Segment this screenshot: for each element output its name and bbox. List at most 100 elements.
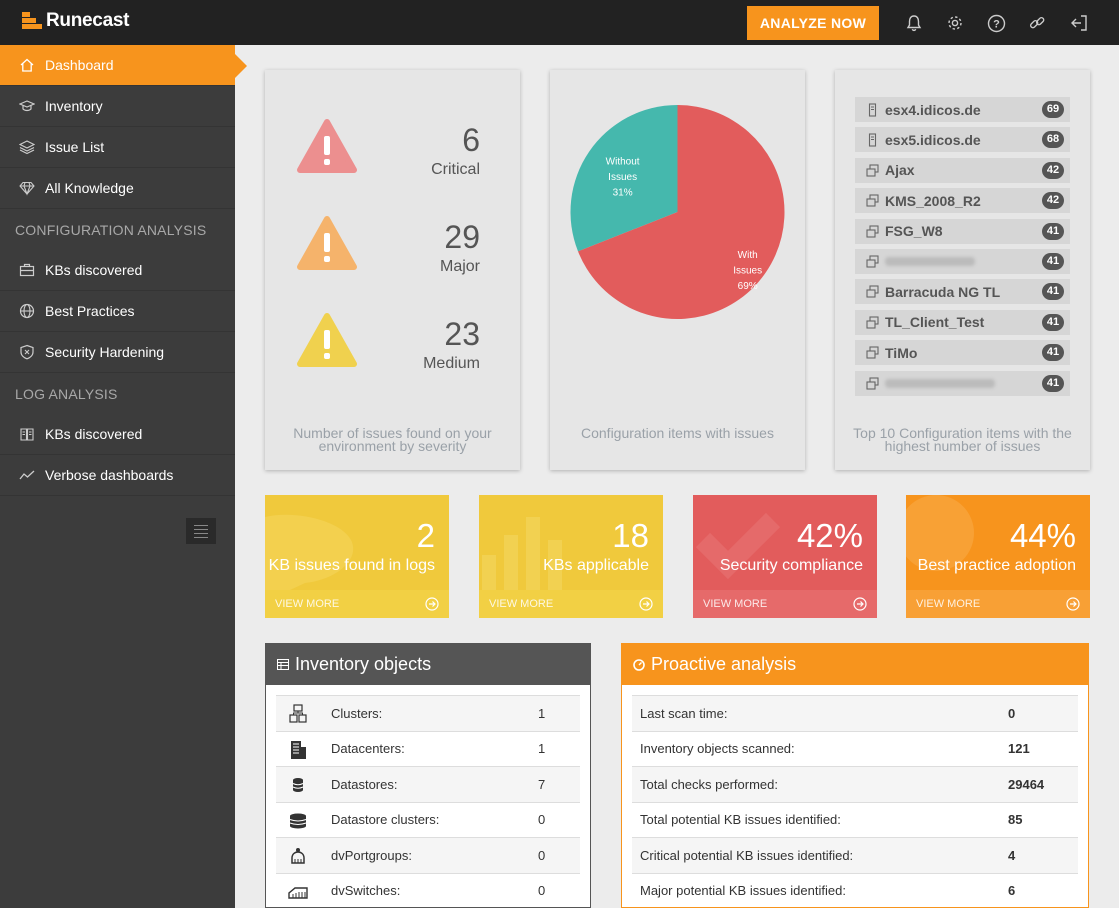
severity-card: 6 Critical 29 Major 23 Medium Number of … xyxy=(265,70,520,470)
sidebar-item-dashboard[interactable]: Dashboard xyxy=(0,45,247,86)
arrow-circle-right-icon xyxy=(639,597,653,611)
line-chart-icon xyxy=(18,466,36,484)
link-icon[interactable] xyxy=(1026,12,1048,34)
proactive-row-value: 0 xyxy=(1008,705,1016,721)
help-icon[interactable]: ? xyxy=(985,12,1007,34)
server-icon xyxy=(865,102,879,117)
top10-item[interactable]: Ajax 42 xyxy=(855,157,1070,183)
inventory-objects-panel: Inventory objects Clusters: 1 Datacenters:… xyxy=(265,643,591,908)
major-severity-row[interactable]: 29 Major xyxy=(265,216,520,289)
shield-icon xyxy=(18,343,36,361)
inventory-row: Clusters: 1 xyxy=(276,695,580,731)
pie-label-without-issues-pct: 31% xyxy=(613,188,633,199)
view-more-link[interactable]: VIEW MORE xyxy=(906,590,1090,618)
database-cluster-icon xyxy=(288,811,308,831)
kbs-applicable-tile[interactable]: 18 KBs applicable VIEW MORE xyxy=(479,495,663,618)
top10-item[interactable]: TiMo 41 xyxy=(855,340,1070,366)
top10-item-name: Ajax xyxy=(885,162,915,179)
top10-item[interactable]: 41 xyxy=(855,370,1070,396)
medium-count: 23 xyxy=(444,316,480,352)
top10-item-count: 42 xyxy=(1042,192,1064,210)
kb-issues-logs-tile[interactable]: 2 KB issues found in logs VIEW MORE xyxy=(265,495,449,618)
inventory-row-value: 0 xyxy=(538,812,546,828)
sidebar-item-label: Dashboard xyxy=(45,57,114,73)
vm-icon xyxy=(865,285,879,299)
top10-item-count: 41 xyxy=(1042,344,1064,362)
critical-severity-row[interactable]: 6 Critical xyxy=(265,119,520,192)
cluster-icon xyxy=(288,704,308,724)
inventory-row-label: Datacenters: xyxy=(331,741,405,757)
critical-count: 6 xyxy=(462,122,480,158)
top10-item[interactable]: 41 xyxy=(855,248,1070,274)
inventory-row-label: Datastores: xyxy=(331,776,398,792)
vm-icon xyxy=(865,315,879,329)
top10-item-count: 69 xyxy=(1042,101,1064,118)
top10-item[interactable]: FSG_W8 41 xyxy=(855,218,1070,244)
top10-item[interactable]: Barracuda NG TL 41 xyxy=(855,279,1070,305)
analyze-now-button[interactable]: ANALYZE NOW xyxy=(747,6,879,40)
logout-icon[interactable] xyxy=(1068,12,1090,34)
view-more-label: VIEW MORE xyxy=(916,598,981,610)
sidebar-item-label: Security Hardening xyxy=(45,344,165,360)
tile-value: 2 xyxy=(416,517,435,554)
gear-icon[interactable] xyxy=(944,12,966,34)
proactive-panel-title: Proactive analysis xyxy=(651,654,797,674)
top10-item-count: 68 xyxy=(1042,131,1064,149)
inventory-table: Clusters: 1 Datacenters: 1 Datastores: 7 Datas… xyxy=(276,695,580,908)
top10-item[interactable]: TL_Client_Test 41 xyxy=(855,309,1070,335)
check-icon xyxy=(695,512,781,580)
top10-item-name xyxy=(885,375,995,391)
top-bar: Runecast ANALYZE NOW ? xyxy=(0,0,1119,45)
inventory-row-value: 0 xyxy=(538,883,546,899)
top10-list: esx4.idicos.de 69 esx5.idicos.de 68 Ajax 42 KM… xyxy=(855,97,1070,401)
vm-icon xyxy=(865,346,879,360)
layers-icon xyxy=(18,138,36,156)
pie-label-with-issues-pct: 69% xyxy=(738,281,758,292)
sidebar-item-label: Verbose dashboards xyxy=(45,467,174,483)
diamond-icon xyxy=(18,179,36,197)
pie-caption: Configuration items with issues xyxy=(581,425,774,441)
top10-item-count: 41 xyxy=(1042,374,1064,392)
sidebar-item-verbose-dashboards[interactable]: Verbose dashboards xyxy=(0,455,235,496)
pie-slice-with-issues[interactable] xyxy=(578,105,785,319)
pie-slice-without-issues[interactable] xyxy=(570,105,678,252)
top10-item[interactable]: esx4.idicos.de 69 xyxy=(855,97,1070,122)
pie-label-without-issues-line1: Without xyxy=(606,157,640,168)
tile-label: KB issues found in logs xyxy=(268,557,435,574)
sidebar-item-security-hardening[interactable]: Security Hardening xyxy=(0,332,235,373)
best-practice-adoption-tile[interactable]: 44% Best practice adoption VIEW MORE xyxy=(906,495,1090,618)
sidebar-item-issue-list[interactable]: Issue List xyxy=(0,127,235,168)
major-warning-icon xyxy=(297,216,357,270)
top10-item-name xyxy=(885,253,975,269)
view-more-link[interactable]: VIEW MORE xyxy=(265,590,449,618)
top10-item-count: 41 xyxy=(1042,222,1064,240)
view-more-link[interactable]: VIEW MORE xyxy=(479,590,663,618)
sidebar-item-label: Best Practices xyxy=(45,303,135,319)
table-icon xyxy=(276,658,289,671)
inventory-row-value: 1 xyxy=(538,741,546,757)
sidebar-item-all-knowledge[interactable]: All Knowledge xyxy=(0,168,235,209)
security-compliance-tile[interactable]: 42% Security compliance VIEW MORE xyxy=(693,495,877,618)
sidebar-item-log-kbs-discovered[interactable]: KBs discovered xyxy=(0,414,235,455)
sidebar-item-label: Inventory xyxy=(45,98,103,114)
medium-severity-row[interactable]: 23 Medium xyxy=(265,313,520,386)
runecast-logo[interactable]: Runecast xyxy=(22,10,129,32)
sidebar-collapse-button[interactable] xyxy=(186,518,216,544)
gauge-icon xyxy=(632,658,645,671)
view-more-link[interactable]: VIEW MORE xyxy=(693,590,877,618)
sidebar-item-inventory[interactable]: Inventory xyxy=(0,86,235,127)
top10-item-name: KMS_2008_R2 xyxy=(885,192,981,209)
top10-item-name: TL_Client_Test xyxy=(885,314,985,331)
proactive-row-value: 4 xyxy=(1008,847,1016,863)
proactive-table: Last scan time: 0 Inventory objects scanne… xyxy=(632,695,1078,908)
inventory-panel-header: Inventory objects xyxy=(266,644,590,685)
top10-item[interactable]: KMS_2008_R2 42 xyxy=(855,188,1070,214)
sidebar-item-best-practices[interactable]: Best Practices xyxy=(0,291,235,332)
medium-warning-icon xyxy=(297,313,357,367)
sidebar-item-config-kbs-discovered[interactable]: KBs discovered xyxy=(0,250,235,291)
briefcase-icon xyxy=(18,261,36,279)
config-items-pie-chart[interactable]: Without Issues 31% With Issues 69% xyxy=(550,70,805,370)
top10-item[interactable]: esx5.idicos.de 68 xyxy=(855,127,1070,153)
sidebar: Dashboard Inventory Issue List All Knowl… xyxy=(0,45,247,908)
bell-icon[interactable] xyxy=(903,12,925,34)
